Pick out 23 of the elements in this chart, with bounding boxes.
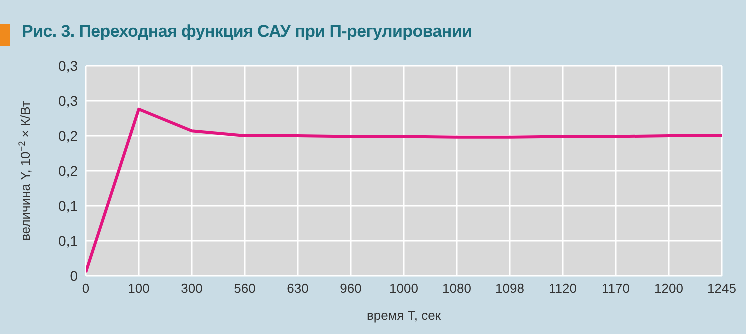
y-tick-label: 0,2	[58, 128, 78, 144]
x-tick-label: 1120	[549, 281, 577, 296]
x-tick-label: 1200	[654, 281, 684, 296]
x-tick-label: 300	[181, 281, 203, 296]
x-axis-title: время T, сек	[366, 308, 442, 323]
x-tick-label: 630	[287, 281, 309, 296]
y-tick-label: 0,2	[58, 162, 78, 179]
y-tick-label: 0	[70, 268, 78, 284]
x-tick-label: 560	[234, 281, 256, 296]
x-tick-label: 1080	[442, 281, 472, 296]
x-tick-label: 1170	[602, 281, 630, 296]
y-tick-label: 0,3	[58, 92, 78, 109]
chart-title: Рис. 3. Переходная функция САУ при П-регулировании	[22, 22, 472, 42]
x-tick-label: 1000	[390, 281, 418, 296]
x-tick-label: 960	[340, 281, 362, 296]
x-tick-label: 0	[82, 281, 90, 296]
y-tick-label: 0,1	[58, 232, 78, 249]
x-tick-label: 100	[128, 281, 150, 296]
x-tick-label: 1098	[496, 281, 524, 296]
y-tick-label: 0,1	[58, 198, 78, 214]
y-tick-label: 0,3	[58, 58, 78, 74]
line-series	[86, 108, 722, 274]
x-tick-label: 1245	[708, 281, 736, 296]
